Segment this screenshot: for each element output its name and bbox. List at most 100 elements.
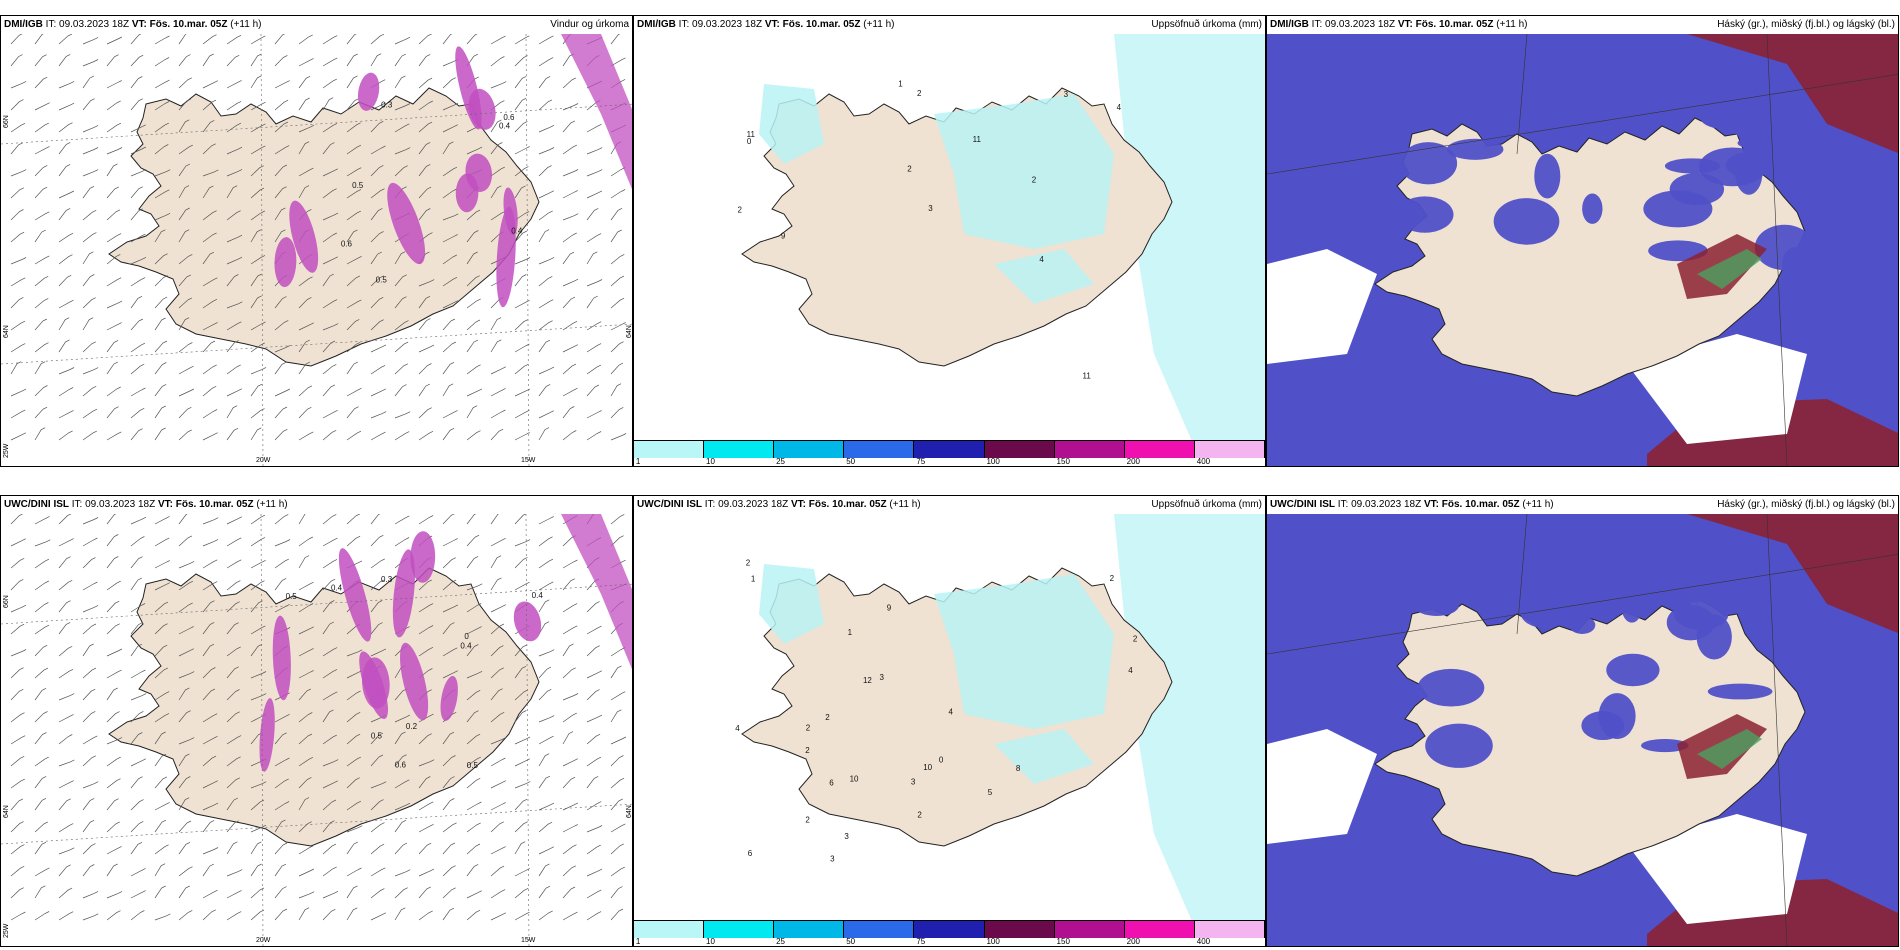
wind-barb bbox=[610, 383, 622, 397]
wind-barb bbox=[322, 908, 336, 921]
wind-barb bbox=[394, 251, 406, 265]
header-it: IT: 09.03.2023 18Z bbox=[1311, 19, 1396, 30]
wind-barb bbox=[274, 361, 287, 375]
wind-barb bbox=[130, 732, 143, 745]
wind-barb bbox=[298, 648, 314, 657]
wind-barb bbox=[34, 867, 50, 877]
wind-barb bbox=[562, 169, 579, 177]
wind-barb bbox=[322, 820, 335, 833]
precip-number: 3 bbox=[928, 204, 933, 213]
clear-sky-region bbox=[1267, 249, 1377, 364]
wind-barb bbox=[154, 384, 167, 397]
wind-barb bbox=[466, 670, 483, 679]
wind-barb bbox=[34, 841, 47, 855]
precip-number: 6 bbox=[829, 778, 834, 787]
wind-barb bbox=[274, 908, 288, 921]
wind-barb bbox=[514, 35, 530, 45]
wind-barb bbox=[34, 711, 48, 723]
wind-barb bbox=[154, 885, 166, 899]
wind-barb bbox=[250, 210, 265, 221]
wind-barb bbox=[466, 710, 479, 723]
wind-barb bbox=[106, 163, 118, 177]
wind-barb bbox=[562, 363, 577, 375]
wind-barb bbox=[34, 797, 47, 811]
wind-barb bbox=[154, 296, 168, 309]
wind-barb bbox=[274, 757, 290, 767]
wind-barb bbox=[586, 670, 602, 679]
wind-barb bbox=[106, 322, 122, 331]
wind-barb bbox=[346, 907, 358, 921]
colorbar-swatch bbox=[774, 921, 845, 938]
wind-barb bbox=[442, 213, 459, 221]
wind-barb bbox=[10, 54, 23, 67]
wind-barb bbox=[10, 277, 26, 287]
wind-barb bbox=[586, 190, 603, 199]
precip-number: 11 bbox=[1082, 372, 1091, 381]
latitude-label: 64N bbox=[626, 805, 632, 818]
map-canvas bbox=[1267, 34, 1898, 466]
graticule-line bbox=[1, 583, 632, 625]
wind-barb bbox=[34, 667, 49, 679]
header-lead: (+11 h) bbox=[230, 19, 262, 30]
wind-barb bbox=[514, 166, 529, 177]
wind-barb bbox=[442, 361, 455, 375]
wind-barb bbox=[322, 759, 339, 767]
wind-barb bbox=[322, 429, 337, 441]
wind-barb bbox=[610, 908, 624, 921]
wind-barb bbox=[538, 821, 553, 833]
wind-barb bbox=[538, 165, 552, 177]
wind-barb bbox=[370, 867, 386, 877]
wind-barb bbox=[394, 165, 408, 177]
wind-barb bbox=[538, 190, 554, 199]
wind-barb bbox=[418, 868, 435, 877]
wind-barb bbox=[298, 797, 310, 811]
wind-barb bbox=[418, 407, 432, 419]
wind-barb bbox=[466, 534, 480, 547]
panel-header-left: DMI/IGB IT: 09.03.2023 18Z VT: Fös. 10.m… bbox=[1270, 16, 1711, 34]
wind-barb bbox=[322, 232, 337, 243]
wind-barb bbox=[274, 842, 288, 855]
wind-barb bbox=[106, 277, 122, 287]
wind-barb bbox=[130, 186, 143, 199]
wind-barb bbox=[82, 59, 99, 67]
wind-barb bbox=[154, 253, 168, 265]
wind-barb bbox=[178, 710, 191, 723]
latitude-label: 25W bbox=[3, 443, 10, 458]
wind-barb bbox=[202, 277, 218, 287]
precip-number: 4 bbox=[948, 707, 953, 716]
wind-barb bbox=[370, 296, 384, 309]
wind-barb bbox=[490, 366, 506, 375]
colorbar-swatch bbox=[1124, 441, 1195, 458]
wind-barb bbox=[10, 712, 25, 723]
wind-barb bbox=[538, 339, 551, 353]
wind-barb bbox=[178, 626, 194, 635]
wind-barb bbox=[10, 343, 26, 353]
wind-barb bbox=[538, 599, 550, 613]
wind-barb bbox=[298, 777, 312, 789]
wind-barb bbox=[178, 254, 193, 265]
colorbar-tick-label: 200 bbox=[1126, 457, 1141, 466]
wind-barb bbox=[202, 713, 218, 723]
wind-barb bbox=[10, 361, 22, 375]
wind-barb bbox=[154, 560, 170, 569]
precip-number: 2 bbox=[907, 165, 912, 174]
wind-barb bbox=[490, 142, 503, 155]
map-panel-p2: DMI/IGB IT: 09.03.2023 18Z VT: Fös. 10.m… bbox=[633, 15, 1266, 467]
longitude-label: 20W bbox=[256, 457, 271, 464]
wind-barb bbox=[130, 76, 143, 89]
wind-barb bbox=[58, 780, 74, 789]
wind-barb bbox=[106, 891, 123, 899]
wind-barb bbox=[82, 125, 99, 133]
wind-barb bbox=[610, 843, 624, 855]
wind-barb bbox=[154, 623, 168, 635]
wind-barb bbox=[82, 430, 97, 441]
wind-barb bbox=[82, 367, 99, 375]
wind-barb bbox=[82, 209, 97, 221]
panel-title: Uppsöfnuð úrkoma (mm) bbox=[1151, 19, 1262, 30]
wind-barb bbox=[514, 363, 529, 375]
precip-value-label: 0.4 bbox=[511, 226, 523, 235]
wind-barb bbox=[490, 409, 506, 419]
wind-barb bbox=[538, 649, 555, 657]
wind-barb bbox=[610, 647, 626, 657]
wind-barb bbox=[586, 279, 603, 287]
